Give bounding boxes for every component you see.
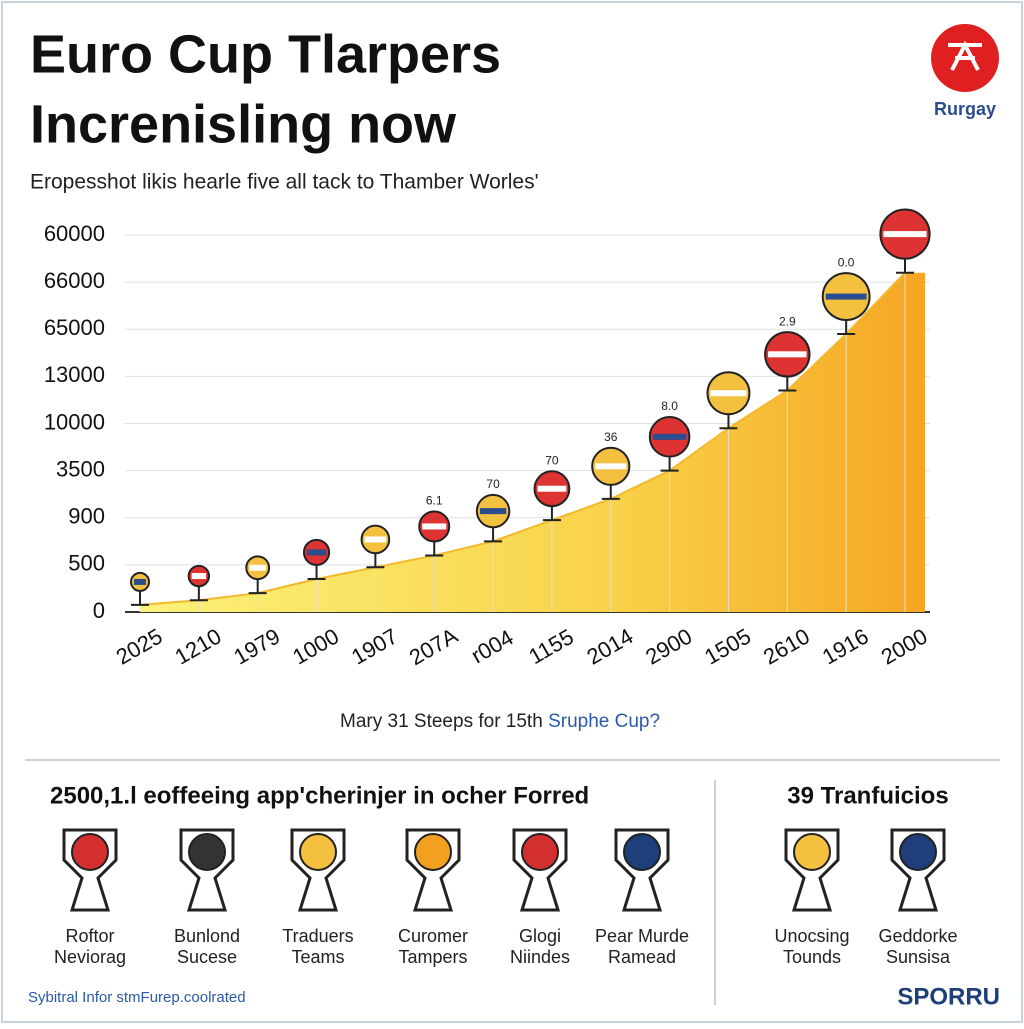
item-label: Ramead: [608, 947, 676, 967]
item-label: Teams: [291, 947, 344, 967]
item-label: Tounds: [783, 947, 841, 967]
caption-highlight: Sruphe Cup?: [548, 711, 660, 732]
footer-source: Sybitral Infor stmFurep.coolrated: [28, 989, 246, 1006]
y-tick-label: 900: [68, 504, 105, 529]
subtitle: Eropesshot likis hearle five all tack to…: [30, 171, 539, 194]
y-tick-label: 0: [93, 598, 105, 623]
point-label: 2.9: [779, 314, 796, 328]
title-line: Euro Cup Tlarpers: [30, 24, 501, 84]
brand-glyph: [948, 40, 982, 71]
item-label: Roftor: [65, 926, 114, 946]
brand: Rurgay: [934, 99, 996, 119]
item-emblem: [521, 833, 559, 871]
marker-band: [595, 463, 627, 470]
point-label: 70: [486, 477, 500, 491]
item-label: Sucese: [177, 947, 237, 967]
point-label: 8.0: [661, 399, 678, 413]
caption: Mary 31 Steeps for 15th Sruphe Cup?: [340, 711, 660, 732]
area-line: [139, 272, 906, 606]
item-emblem: [414, 833, 452, 871]
point-label: 6.1: [426, 494, 443, 508]
y-tick-label: 10000: [44, 409, 105, 434]
item-emblem: [623, 833, 661, 871]
caption-text: Mary 31 Steeps for 15th: [340, 711, 543, 732]
y-tick-label: 500: [68, 551, 105, 576]
item-emblem: [71, 833, 109, 871]
marker-band: [537, 485, 567, 492]
y-tick-label: 65000: [44, 315, 105, 340]
marker-band: [768, 351, 807, 358]
marker-band: [306, 549, 327, 556]
marker-band: [710, 390, 747, 397]
item-label: Curomer: [398, 926, 468, 946]
item-emblem: [793, 833, 831, 871]
item-label: Tampers: [398, 947, 467, 967]
point-label: 0.0: [838, 255, 855, 269]
y-tick-label: 60000: [44, 221, 105, 246]
item-label: Pear Murde: [595, 926, 689, 946]
marker-band: [479, 508, 507, 515]
item-label: Neviorag: [54, 947, 126, 967]
item-label: Traduers: [282, 926, 353, 946]
item-label: Niindes: [510, 947, 570, 967]
item-label: Unocsing: [774, 926, 849, 946]
panel-title: 39 Tranfuicios: [787, 782, 948, 809]
marker-band: [422, 523, 447, 530]
marker-band: [883, 231, 927, 238]
item-emblem: [188, 833, 226, 871]
panel-title: 2500,1.l eoffeeing app'cherinjer in oche…: [50, 782, 589, 809]
item-emblem: [899, 833, 937, 871]
item-emblem: [299, 833, 337, 871]
footer-logo: SPORRU: [897, 983, 1000, 1010]
point-label: 36: [604, 430, 618, 444]
marker-band: [652, 433, 687, 440]
marker-band: [364, 536, 387, 543]
y-tick-label: 13000: [44, 362, 105, 387]
item-label: Sunsisa: [886, 947, 951, 967]
marker-band: [191, 573, 207, 580]
y-tick-label: 3500: [56, 456, 105, 481]
item-label: Glogi: [519, 926, 561, 946]
title-line: Increnisling now: [30, 94, 457, 154]
marker-band: [249, 564, 267, 571]
marker-band: [134, 578, 146, 585]
item-label: Geddorke: [878, 926, 957, 946]
item-label: Bunlond: [174, 926, 240, 946]
marker-band: [825, 293, 867, 300]
y-tick-label: 66000: [44, 268, 105, 293]
point-label: 70: [545, 453, 559, 467]
